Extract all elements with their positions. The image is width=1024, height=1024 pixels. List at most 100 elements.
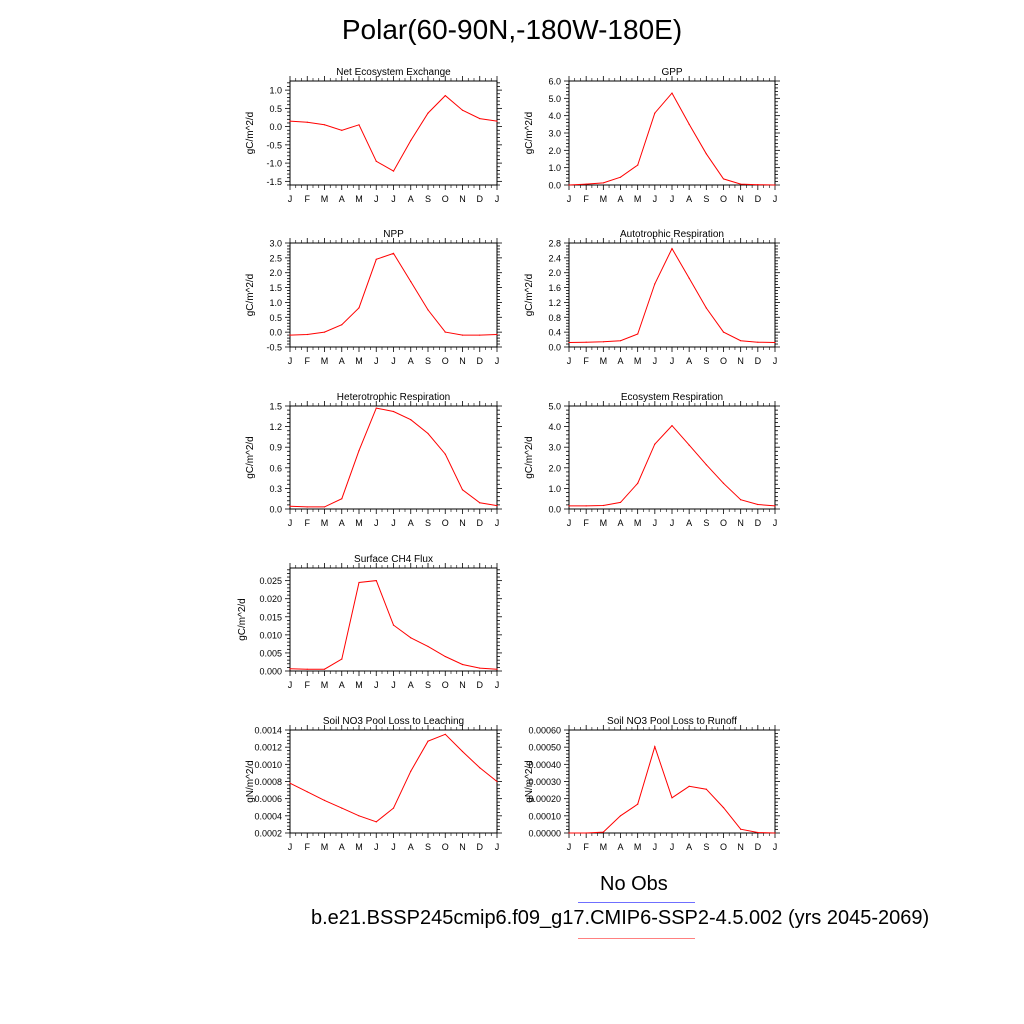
y-tick-label: 2.0 [548, 146, 561, 156]
plot-frame [568, 729, 776, 834]
x-tick-label: O [442, 518, 449, 528]
data-point [392, 807, 395, 809]
x-tick-label: M [321, 518, 329, 528]
legend-obs-label: No Obs [600, 873, 668, 895]
data-point [740, 183, 742, 185]
y-tick-label: 0.00000 [528, 829, 561, 839]
x-tick-label: S [703, 356, 709, 366]
y-tick-label: -1.0 [266, 159, 282, 169]
data-point [479, 334, 481, 336]
x-tick-label: D [477, 194, 484, 204]
data-point [568, 832, 570, 834]
data-point [323, 124, 326, 126]
plot-frame [289, 729, 498, 834]
data-point [602, 831, 604, 833]
data-point [392, 624, 395, 626]
data-point [568, 184, 570, 186]
data-point [479, 767, 481, 769]
data-point [602, 504, 604, 507]
data-point [774, 184, 776, 186]
data-point [323, 506, 326, 508]
x-tick-label: J [288, 518, 293, 528]
x-tick-label: J [567, 518, 572, 528]
x-tick-label: M [321, 194, 329, 204]
y-tick-label: 0.0 [548, 505, 561, 515]
y-tick-label: 1.2 [269, 422, 282, 432]
y-tick-label: 3.0 [269, 239, 282, 249]
y-tick-label: 0.5 [269, 313, 282, 323]
data-point [740, 828, 742, 830]
data-point [323, 799, 326, 801]
y-tick-label: 5.0 [548, 402, 561, 412]
data-point [705, 464, 707, 466]
x-tick-label: J [653, 194, 658, 204]
data-point [496, 333, 498, 336]
y-tick-label: 1.0 [269, 86, 282, 96]
data-point [427, 309, 429, 311]
x-tick-label: A [686, 356, 692, 366]
x-tick-label: A [617, 842, 623, 852]
data-point [410, 637, 412, 639]
data-point [757, 341, 759, 343]
x-tick-label: M [355, 680, 363, 690]
plot-frame [289, 567, 498, 672]
y-tick-label: 0.010 [259, 630, 282, 640]
x-tick-label: M [600, 842, 608, 852]
x-tick-label: A [408, 842, 414, 852]
data-point [427, 112, 429, 114]
x-tick-label: J [288, 680, 293, 690]
y-tick-label: 1.5 [269, 283, 282, 293]
y-tick-label: 0.0002 [254, 829, 282, 839]
data-point [757, 503, 759, 506]
panel-9: Soil NO3 Pool Loss to RunoffgN/m^2/d0.00… [245, 716, 780, 852]
data-point [671, 424, 673, 427]
data-point [392, 410, 395, 413]
y-tick-label: 0.5 [269, 104, 282, 114]
x-tick-label: O [720, 842, 727, 852]
data-point [705, 788, 707, 790]
data-point [410, 419, 412, 421]
x-tick-label: J [670, 518, 675, 528]
x-tick-label: D [477, 356, 484, 366]
data-point [461, 663, 464, 666]
x-tick-label: A [408, 518, 414, 528]
panel-title: GPP [661, 67, 682, 78]
x-tick-label: F [583, 194, 589, 204]
x-tick-label: F [305, 680, 311, 690]
y-tick-label: 5.0 [548, 94, 561, 104]
data-point [444, 331, 446, 333]
x-tick-label: J [567, 842, 572, 852]
x-tick-label: D [477, 680, 484, 690]
x-tick-label: S [425, 680, 431, 690]
x-tick-label: O [720, 194, 727, 204]
x-tick-label: F [583, 518, 589, 528]
panel-title: NPP [383, 229, 404, 240]
y-tick-label: 0.015 [259, 612, 282, 622]
legend-model-line [578, 938, 695, 939]
x-tick-label: J [391, 680, 396, 690]
x-tick-label: J [391, 518, 396, 528]
data-point [323, 331, 326, 333]
data-point [410, 281, 412, 283]
plot-frame [568, 80, 776, 186]
data-point [568, 341, 570, 344]
data-point [444, 94, 446, 97]
data-point [444, 733, 446, 735]
data-point [358, 124, 360, 126]
x-tick-label: D [755, 842, 762, 852]
data-point [585, 183, 587, 185]
plot-frame [289, 80, 498, 186]
x-tick-label: O [442, 842, 449, 852]
x-tick-label: J [670, 356, 675, 366]
data-point [358, 815, 360, 817]
data-point [341, 807, 343, 809]
y-tick-label: 0.00010 [528, 811, 561, 821]
x-tick-label: N [737, 194, 744, 204]
y-tick-label: 0.3 [269, 484, 282, 494]
y-tick-label: 0.0004 [254, 811, 282, 821]
data-point [306, 506, 308, 508]
data-point [757, 184, 759, 186]
